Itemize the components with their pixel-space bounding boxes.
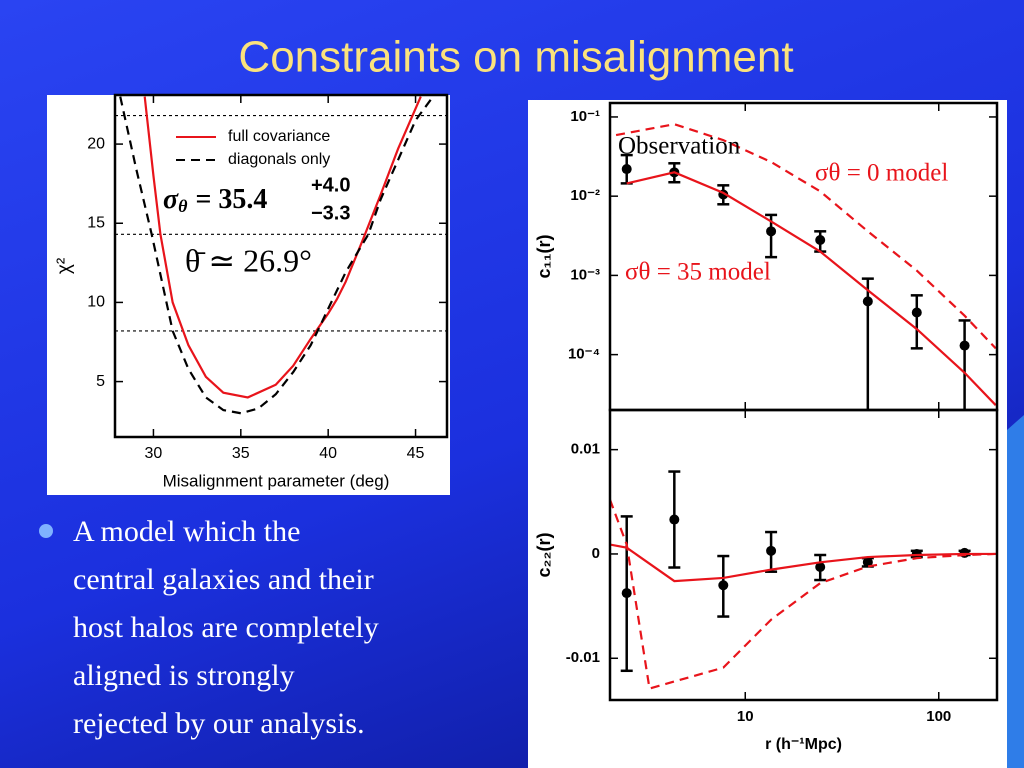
y-tick-label: 10	[87, 294, 105, 311]
data-point	[911, 307, 922, 318]
x-axis-label: Misalignment parameter (deg)	[163, 471, 390, 490]
series-line	[626, 171, 997, 406]
error-bar	[910, 294, 923, 350]
y-tick-label: 20	[87, 135, 105, 152]
x-tick-label: 35	[232, 445, 250, 462]
annotation-lower: −3.3	[311, 202, 350, 224]
bullet-text: A model which the central galaxies and th…	[73, 508, 513, 748]
y-tick-label: 5	[96, 373, 105, 390]
slide-title: Constraints on misalignment	[238, 33, 793, 82]
data-point	[815, 561, 826, 572]
y-tick-label: -0.01	[566, 649, 600, 666]
chart-panel	[528, 100, 1007, 768]
bullet-line: aligned is strongly	[73, 659, 295, 692]
data-point	[862, 296, 873, 307]
series-label: σθ = 35 model	[625, 259, 771, 286]
x-tick-label: 100	[926, 708, 951, 725]
legend-label: full covariance	[228, 128, 330, 145]
data-point	[815, 234, 826, 245]
data-point	[959, 340, 970, 351]
data-point	[766, 226, 777, 237]
y-tick-label: 15	[87, 214, 105, 231]
data-point	[669, 514, 680, 525]
series-line	[610, 543, 996, 583]
y-tick-label: 0.01	[571, 441, 600, 458]
data-point	[766, 545, 777, 556]
error-bar	[958, 319, 971, 410]
bullet-line: A model which the	[73, 515, 301, 548]
series-label: Observation	[618, 133, 741, 160]
annotation: σθ = 35.4	[163, 184, 267, 216]
series-line	[119, 95, 434, 415]
legend-label: diagonals only	[228, 151, 330, 168]
bullet-line: rejected by our analysis.	[73, 707, 365, 740]
decoration	[1007, 415, 1024, 768]
series-line	[143, 96, 422, 399]
annotation-symbol: σ	[163, 184, 179, 215]
x-tick-label: 45	[407, 445, 425, 462]
y-tick-label: 10⁻⁴	[568, 346, 600, 363]
bullet-dot	[39, 524, 53, 538]
series-label: σθ = 0 model	[815, 160, 948, 187]
plot-frame	[608, 408, 999, 702]
data-point	[862, 557, 873, 568]
x-tick-label: 10	[737, 708, 754, 725]
data-point	[621, 164, 632, 175]
y-axis-label: c₂₂(r)	[534, 532, 554, 577]
annotation-text: = 35.4	[195, 184, 267, 215]
series-line	[615, 123, 997, 350]
bullet-line: host halos are completely	[73, 611, 379, 644]
y-axis-label: c₁₁(r)	[534, 235, 554, 279]
plot-frame	[113, 93, 449, 439]
y-axis-label: χ²	[54, 258, 75, 274]
x-tick-label: 30	[145, 445, 163, 462]
y-tick-label: 10⁻³	[570, 266, 600, 283]
y-tick-label: 10⁻²	[570, 187, 600, 204]
bullet-line: central galaxies and their	[73, 563, 374, 596]
annotation-subscript: θ	[178, 196, 188, 216]
data-point	[718, 580, 729, 591]
x-tick-label: 40	[319, 445, 337, 462]
annotation: θ̄ ≃ 26.9°	[185, 242, 312, 278]
data-point	[621, 588, 632, 599]
annotation-upper: +4.0	[311, 174, 350, 196]
y-tick-label: 10⁻¹	[570, 108, 600, 125]
x-axis-label: r (h⁻¹Mpc)	[765, 736, 842, 753]
series-line	[610, 499, 996, 690]
y-tick-label: 0	[592, 545, 600, 562]
